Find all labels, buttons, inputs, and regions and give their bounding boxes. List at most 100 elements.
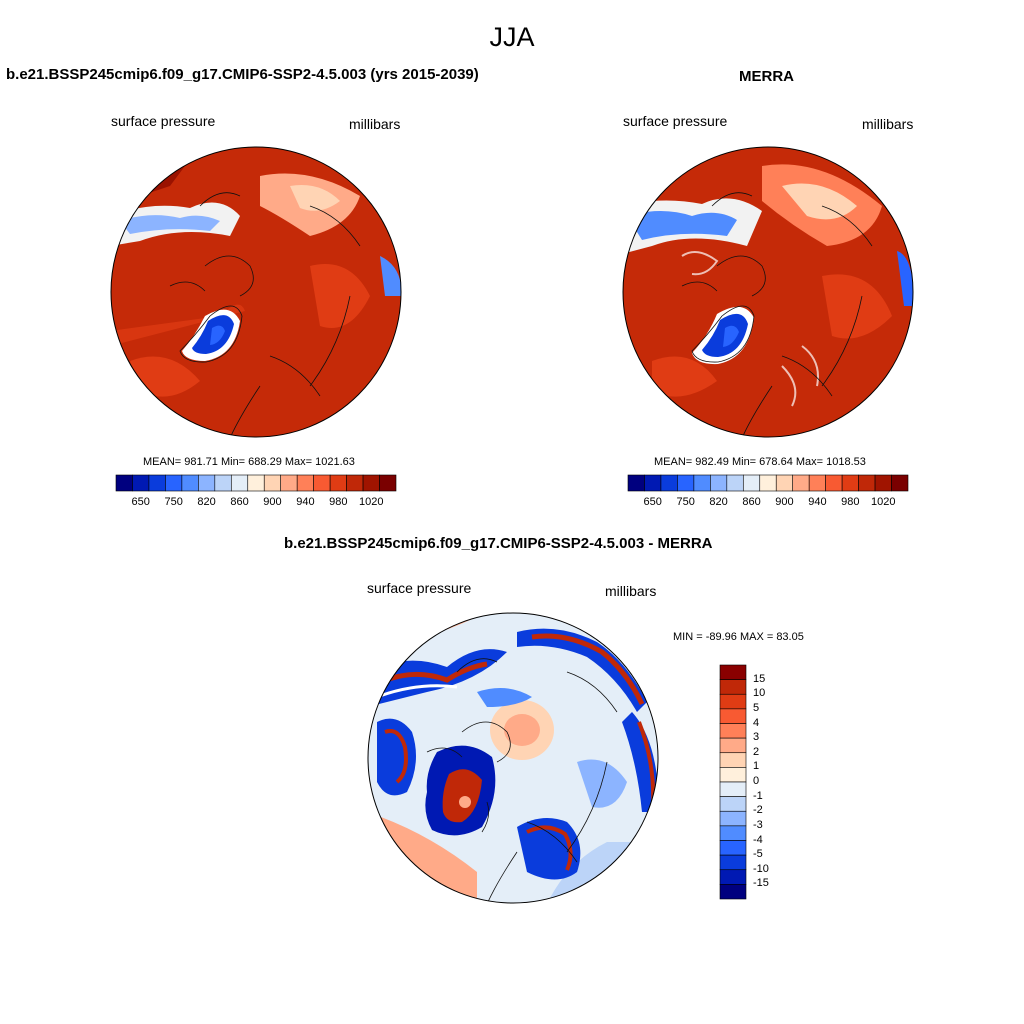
panel-3-variable-label: surface pressure [367, 580, 472, 596]
colorbar-tick-label: 820 [197, 496, 216, 508]
colorbar-swatch [379, 474, 397, 492]
colorbar-swatch [719, 825, 747, 841]
colorbar-swatch [719, 723, 747, 739]
colorbar-tick-label: -15 [753, 877, 769, 890]
colorbar-tick-label: 940 [808, 496, 827, 508]
colorbar-tick-label: 750 [676, 496, 695, 508]
panel-2-units-label: millibars [862, 116, 914, 132]
colorbar-swatch [660, 474, 678, 492]
colorbar-tick-label: 980 [841, 496, 860, 508]
colorbar-swatch [644, 474, 662, 492]
colorbar-swatch [841, 474, 859, 492]
colorbar-swatch [710, 474, 728, 492]
colorbar-tick-label: 900 [775, 496, 794, 508]
colorbar-tick-label: 10 [753, 687, 766, 700]
colorbar-swatch [858, 474, 876, 492]
colorbar-swatch [346, 474, 364, 492]
colorbar-tick-label: 15 [753, 672, 766, 685]
colorbar-tick-label: 750 [164, 496, 183, 508]
colorbar-swatch [115, 474, 133, 492]
panel-1-colorbar [115, 474, 397, 492]
colorbar-swatch [719, 737, 747, 754]
colorbar-swatch [719, 679, 747, 695]
colorbar-swatch [165, 474, 183, 492]
colorbar-swatch [263, 474, 282, 492]
colorbar-swatch [198, 474, 216, 492]
colorbar-swatch [808, 474, 826, 492]
colorbar-tick-label: 1020 [359, 496, 384, 508]
panel-2-polar-map [622, 146, 914, 438]
colorbar-tick-label: 5 [753, 701, 760, 714]
colorbar-swatch [825, 474, 843, 492]
colorbar-swatch [719, 810, 747, 827]
colorbar-swatch [719, 840, 747, 856]
colorbar-swatch [719, 869, 747, 885]
panel-3-title: b.e21.BSSP245cmip6.f09_g17.CMIP6-SSP2-4.… [284, 535, 713, 552]
colorbar-swatch [874, 474, 892, 492]
colorbar-tick-label: 3 [753, 731, 760, 744]
colorbar-swatch [719, 708, 747, 724]
colorbar-swatch [891, 474, 909, 492]
colorbar-tick-label: 980 [329, 496, 348, 508]
colorbar-swatch [775, 474, 794, 492]
colorbar-tick-label: 820 [709, 496, 728, 508]
colorbar-swatch [132, 474, 150, 492]
colorbar-swatch [677, 474, 695, 492]
colorbar-swatch [230, 474, 249, 492]
panel-1-stats: MEAN= 981.71 Min= 688.29 Max= 1021.63 [143, 456, 355, 468]
colorbar-tick-label: -5 [753, 848, 763, 861]
colorbar-swatch [181, 474, 199, 492]
colorbar-tick-label: -1 [753, 789, 763, 802]
colorbar-tick-label: 1 [753, 760, 760, 773]
colorbar-tick-label: 4 [753, 716, 760, 729]
colorbar-swatch [719, 752, 747, 768]
colorbar-swatch [313, 474, 331, 492]
panel-3-units-label: millibars [605, 583, 657, 599]
panel-2-variable-label: surface pressure [623, 113, 728, 129]
colorbar-swatch [214, 474, 232, 492]
colorbar-tick-label: 650 [131, 496, 150, 508]
panel-2-stats: MEAN= 982.49 Min= 678.64 Max= 1018.53 [654, 456, 866, 468]
colorbar-swatch [719, 664, 747, 680]
colorbar-swatch [726, 474, 744, 492]
colorbar-swatch [719, 854, 747, 871]
colorbar-swatch [247, 474, 265, 492]
colorbar-tick-label: -3 [753, 818, 763, 831]
colorbar-tick-label: 860 [742, 496, 761, 508]
panel-2-colorbar [627, 474, 909, 492]
colorbar-swatch [627, 474, 645, 492]
colorbar-tick-label: 0 [753, 775, 760, 787]
colorbar-swatch [719, 781, 747, 797]
panel-1-title: b.e21.BSSP245cmip6.f09_g17.CMIP6-SSP2-4.… [6, 66, 479, 83]
colorbar-swatch [280, 474, 298, 492]
colorbar-swatch [362, 474, 380, 492]
colorbar-tick-label: 2 [753, 745, 760, 758]
colorbar-swatch [693, 474, 711, 492]
panel-1-variable-label: surface pressure [111, 113, 216, 129]
panel-3-stats: MIN = -89.96 MAX = 83.05 [673, 631, 804, 643]
panel-1-polar-map [110, 146, 402, 438]
colorbar-tick-label: 1020 [871, 496, 896, 508]
colorbar-tick-label: 650 [643, 496, 662, 508]
panel-3-colorbar [719, 664, 747, 900]
colorbar-swatch [742, 474, 761, 492]
colorbar-swatch [719, 884, 747, 900]
colorbar-swatch [719, 796, 747, 812]
colorbar-tick-label: 860 [230, 496, 249, 508]
colorbar-swatch [329, 474, 347, 492]
colorbar-tick-label: -4 [753, 833, 763, 846]
colorbar-swatch [719, 767, 747, 783]
colorbar-swatch [719, 693, 747, 710]
colorbar-tick-label: 940 [296, 496, 315, 508]
colorbar-tick-label: 900 [263, 496, 282, 508]
panel-3-polar-map [367, 612, 659, 904]
colorbar-swatch [148, 474, 166, 492]
colorbar-tick-label: -10 [753, 862, 769, 875]
colorbar-swatch [296, 474, 314, 492]
colorbar-swatch [792, 474, 810, 492]
colorbar-tick-label: -2 [753, 804, 763, 817]
figure-title: JJA [489, 22, 535, 52]
panel-2-title: MERRA [739, 68, 794, 85]
panel-1-units-label: millibars [349, 116, 401, 132]
colorbar-swatch [759, 474, 777, 492]
